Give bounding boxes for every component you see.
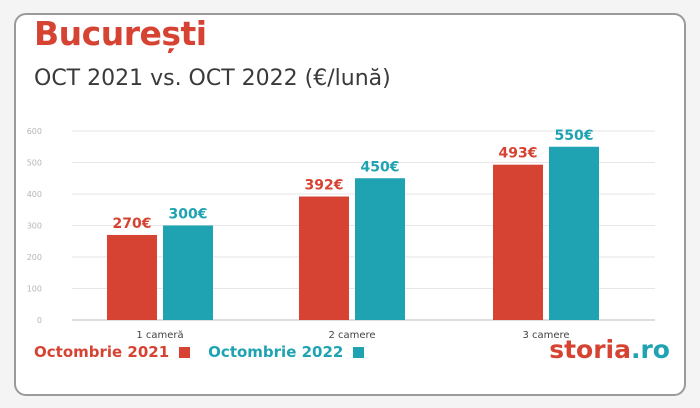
page-title: București [34, 14, 207, 53]
bar-2021-3 [493, 164, 543, 320]
data-label-2022-3: 550€ [555, 128, 594, 144]
x-tick-label-3: 3 camere [522, 330, 569, 341]
storia-logo: storia.ro [549, 335, 670, 364]
y-tick-label-600: 600 [27, 127, 42, 136]
legend-item-2022: Octombrie 2022 [208, 343, 365, 361]
bar-2021-2 [299, 196, 349, 320]
data-label-2022-1: 300€ [169, 207, 208, 223]
legend-item-2021: Octombrie 2021 [34, 343, 191, 361]
y-tick-label-100: 100 [27, 285, 42, 294]
x-tick-label-2: 2 camere [328, 330, 375, 341]
brand-name: storia [549, 335, 631, 364]
data-label-2022-2: 450€ [361, 159, 400, 175]
bar-2021-1 [107, 234, 157, 320]
chart-legend: Octombrie 2021 Octombrie 2022 [34, 343, 382, 361]
y-tick-label-0: 0 [37, 316, 42, 325]
legend-label-2022: Octombrie 2022 [208, 343, 344, 361]
chart-subtitle: OCT 2021 vs. OCT 2022 (€/lună) [34, 66, 391, 91]
legend-swatch-2021 [179, 346, 191, 358]
y-tick-label-300: 300 [27, 222, 42, 231]
data-label-2021-3: 493€ [499, 146, 538, 162]
y-tick-label-500: 500 [27, 159, 42, 168]
bar-2022-3 [549, 146, 599, 320]
data-label-2021-2: 392€ [305, 178, 344, 194]
y-tick-label-200: 200 [27, 253, 42, 262]
legend-label-2021: Octombrie 2021 [34, 343, 170, 361]
bar-2022-1 [163, 225, 213, 320]
x-tick-label-1: 1 cameră [136, 330, 183, 341]
brand-suffix: .ro [630, 335, 670, 364]
legend-swatch-2022 [353, 346, 365, 358]
y-tick-label-400: 400 [27, 190, 42, 199]
data-label-2021-1: 270€ [113, 216, 152, 232]
bar-2022-2 [355, 178, 405, 320]
